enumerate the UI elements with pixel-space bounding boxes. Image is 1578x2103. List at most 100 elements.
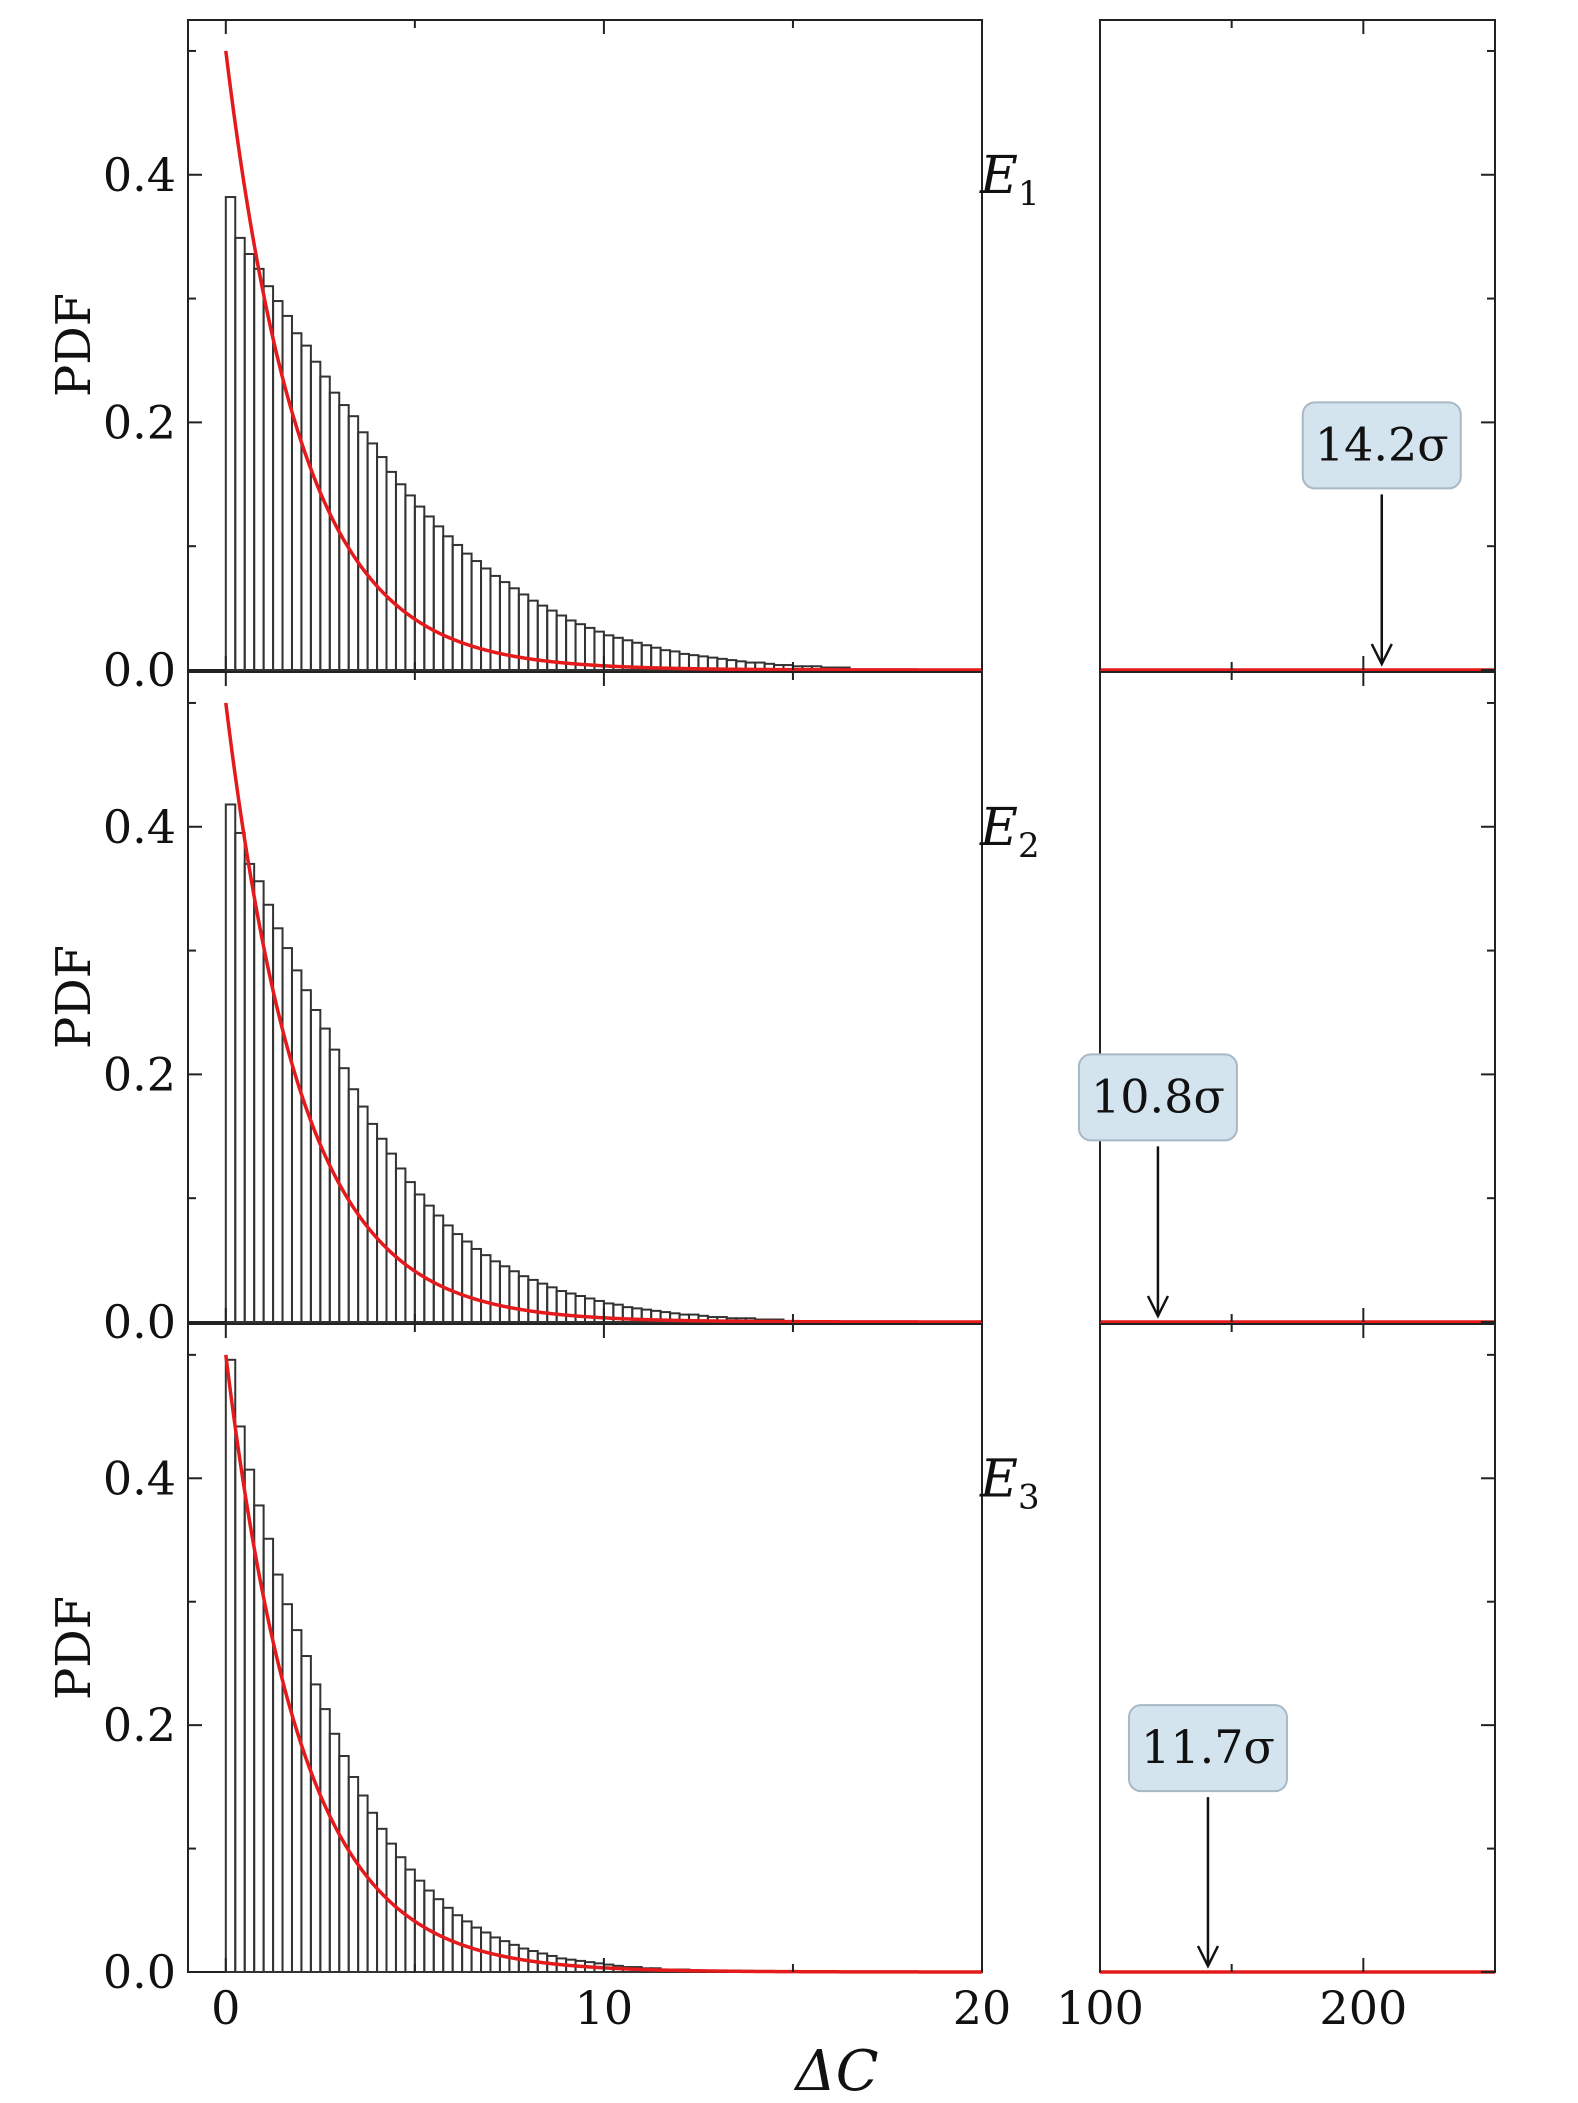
histogram-bar xyxy=(404,494,416,671)
histogram-bar xyxy=(300,1655,312,1973)
histogram-bar xyxy=(442,535,454,671)
annotation-badge xyxy=(1127,1704,1288,1793)
histogram xyxy=(224,803,785,1324)
histogram-bar xyxy=(489,574,501,672)
x-tick-label: 0 xyxy=(211,1981,240,2035)
histogram-bar xyxy=(546,1286,558,1324)
y-tick-label: 0.0 xyxy=(103,1295,176,1349)
histogram-bar xyxy=(498,1265,511,1324)
histogram-bar xyxy=(224,803,237,1323)
y-tick-label: 0.0 xyxy=(103,643,176,697)
y-tick-label: 0.2 xyxy=(103,395,176,449)
histogram-bar xyxy=(508,1270,520,1323)
panel-label: E3 xyxy=(979,1449,1040,1517)
histogram-bar xyxy=(328,1732,341,1973)
histogram-bar xyxy=(281,314,293,671)
histogram-bar xyxy=(253,267,265,671)
histogram-bar xyxy=(290,332,303,671)
histogram-bar xyxy=(376,1137,388,1324)
histogram-bar xyxy=(309,1009,322,1323)
histogram-bar xyxy=(224,196,237,672)
annotation-label: 11.7σ xyxy=(1141,1720,1275,1774)
histogram-bar xyxy=(451,1233,464,1323)
histogram-bar xyxy=(527,1278,539,1324)
y-tick-label: 0.2 xyxy=(103,1698,176,1752)
histogram-bar xyxy=(480,567,492,672)
x-tick-label-right: 100 xyxy=(1056,1981,1144,2035)
histogram-bar xyxy=(328,1048,341,1323)
panel-2: 0.0 0.2 0.4 PDF E2 10.8σ xyxy=(46,671,1496,1349)
y-axis-label: PDF xyxy=(46,1596,102,1700)
x-tick-label-right: 200 xyxy=(1319,1981,1407,2035)
annotation-arrow-head xyxy=(1146,1295,1170,1319)
x-tick-label: 20 xyxy=(953,1981,1012,2035)
panel-label-subscript: 3 xyxy=(1018,1477,1040,1517)
histogram-bar xyxy=(224,1358,237,1973)
histogram-bar xyxy=(300,344,312,671)
panel-label: E1 xyxy=(979,146,1040,214)
histogram-bar xyxy=(243,253,256,671)
annotation-arrow-head xyxy=(1370,643,1393,667)
right-axis-frame xyxy=(1099,1323,1496,1973)
y-axis-label: PDF xyxy=(46,945,102,1049)
histogram-bar xyxy=(234,1425,246,1973)
y-tick-label: 0.4 xyxy=(103,1451,176,1505)
histogram-bar xyxy=(385,470,397,671)
histogram-bar xyxy=(366,1811,379,1973)
histogram-bar xyxy=(565,1292,577,1323)
histogram-bar xyxy=(366,1122,379,1324)
annotation-arrow-head xyxy=(1196,1945,1220,1969)
histogram-bar xyxy=(338,1755,350,1973)
histogram-bar xyxy=(366,442,379,671)
histogram-bar xyxy=(394,483,407,671)
histogram-bar xyxy=(536,1282,549,1323)
panel-1: 0.0 0.2 0.4 PDF E1 14.2σ xyxy=(46,19,1496,697)
panel-label-letter: E xyxy=(979,146,1018,206)
panel-label-subscript: 1 xyxy=(1018,174,1040,214)
annotation-label: 10.8σ xyxy=(1091,1069,1225,1123)
histogram-bar xyxy=(432,1214,445,1323)
histogram-bar xyxy=(413,505,426,672)
histogram-bar xyxy=(423,1204,435,1323)
histogram-bar xyxy=(423,515,435,671)
histogram-bar xyxy=(461,552,473,671)
y-tick-label: 0.2 xyxy=(103,1047,176,1101)
histogram-bar xyxy=(319,1027,331,1323)
panel-label-subscript: 2 xyxy=(1018,826,1040,866)
histogram xyxy=(224,196,851,672)
histogram-bar xyxy=(442,1224,454,1324)
right-axis-frame xyxy=(1099,671,1496,1323)
histogram xyxy=(224,1358,700,1974)
y-axis-label: PDF xyxy=(46,293,102,397)
histogram-bar xyxy=(432,525,445,672)
histogram-bar xyxy=(470,560,483,671)
histogram-bar xyxy=(262,285,275,671)
histogram-bar xyxy=(319,1708,331,1974)
histogram-bar xyxy=(272,927,284,1323)
histogram-bar xyxy=(272,1573,284,1974)
left-axis-frame xyxy=(187,671,983,1323)
y-tick-label: 0.4 xyxy=(103,800,176,854)
annotation-badge xyxy=(1077,1053,1238,1142)
panel-label-letter: E xyxy=(979,798,1018,858)
histogram-bar xyxy=(290,969,303,1324)
x-tick-label: 10 xyxy=(575,1981,634,2035)
histogram-bar xyxy=(309,1683,322,1973)
histogram-bar xyxy=(234,236,246,671)
x-axis-label: ΔC xyxy=(793,2039,878,2103)
right-axis-frame xyxy=(1099,19,1496,671)
histogram-bar xyxy=(376,1827,388,1974)
histogram-bar xyxy=(300,989,312,1323)
histogram-bar xyxy=(461,1240,473,1323)
panel-label-letter: E xyxy=(979,1449,1018,1509)
histogram-bar xyxy=(413,1193,426,1324)
histogram-bar xyxy=(234,831,246,1323)
y-tick-label: 0.0 xyxy=(103,1945,176,1999)
histogram-bar xyxy=(517,1275,530,1323)
histogram-bar xyxy=(357,431,369,671)
panel-label: E2 xyxy=(979,798,1040,866)
histogram-bar xyxy=(394,1167,407,1323)
annotation-badge xyxy=(1301,401,1462,490)
histogram-bar xyxy=(347,415,360,672)
